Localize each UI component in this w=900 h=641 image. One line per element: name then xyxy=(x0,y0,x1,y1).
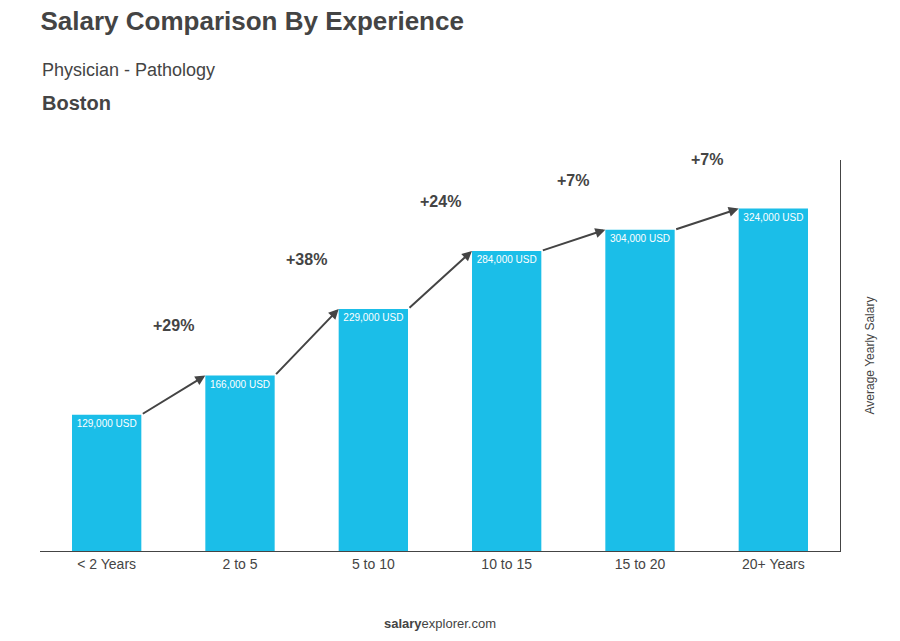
svg-text:15 to 20: 15 to 20 xyxy=(615,556,666,572)
svg-text:+7%: +7% xyxy=(557,172,589,189)
svg-text:salaryexplorer.com: salaryexplorer.com xyxy=(384,616,496,631)
svg-text:+24%: +24% xyxy=(420,193,461,210)
svg-text:+29%: +29% xyxy=(153,317,194,334)
svg-text:Boston: Boston xyxy=(42,92,111,114)
svg-text:2 to 5: 2 to 5 xyxy=(222,556,257,572)
svg-text:20+ Years: 20+ Years xyxy=(742,556,805,572)
svg-text:Salary Comparison By Experienc: Salary Comparison By Experience xyxy=(41,6,464,36)
svg-text:+7%: +7% xyxy=(691,151,723,168)
svg-text:Physician - Pathology: Physician - Pathology xyxy=(42,60,215,80)
svg-text:10 to 15: 10 to 15 xyxy=(481,556,532,572)
svg-text:5 to 10: 5 to 10 xyxy=(352,556,395,572)
svg-text:< 2 Years: < 2 Years xyxy=(77,556,136,572)
svg-text:304,000 USD: 304,000 USD xyxy=(610,233,670,244)
svg-text:166,000 USD: 166,000 USD xyxy=(210,379,270,390)
svg-text:Average Yearly Salary: Average Yearly Salary xyxy=(863,297,877,415)
svg-text:284,000 USD: 284,000 USD xyxy=(477,254,537,265)
svg-text:129,000 USD: 129,000 USD xyxy=(77,418,137,429)
svg-text:229,000 USD: 229,000 USD xyxy=(343,312,403,323)
svg-text:+38%: +38% xyxy=(286,251,327,268)
svg-text:324,000 USD: 324,000 USD xyxy=(743,212,803,223)
